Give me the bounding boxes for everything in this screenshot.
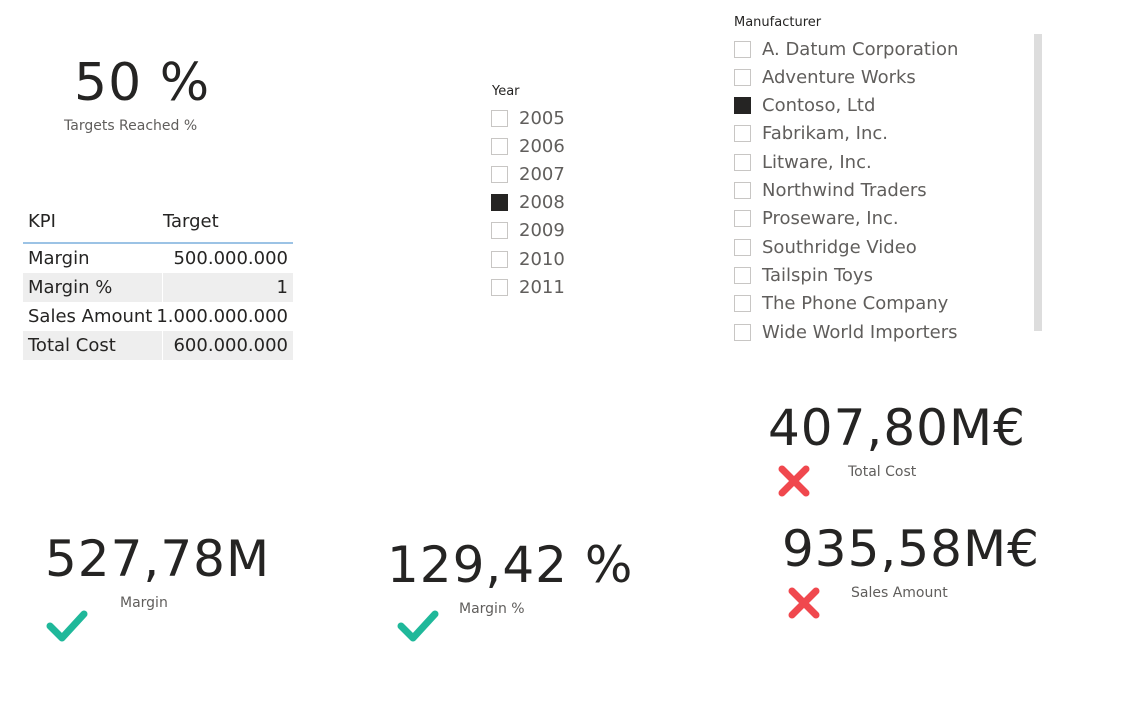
manufacturer-option[interactable]: A. Datum Corporation — [734, 37, 958, 61]
year-option[interactable]: 2011 — [491, 275, 565, 299]
manufacturer-slicer-title: Manufacturer — [734, 15, 822, 30]
checkbox[interactable] — [734, 153, 751, 171]
checkbox-checked[interactable] — [491, 194, 508, 212]
manufacturer-option[interactable]: Fabrikam, Inc. — [734, 122, 888, 146]
year-option-label: 2009 — [519, 220, 565, 242]
manufacturer-option-label: Fabrikam, Inc. — [762, 123, 889, 145]
manufacturer-option[interactable]: Southridge Video — [734, 235, 917, 259]
checkbox[interactable] — [491, 222, 508, 240]
checkbox[interactable] — [491, 165, 508, 183]
year-option-label: 2005 — [519, 107, 565, 129]
margin-label: Margin — [120, 595, 168, 611]
manufacturer-option-label: Tailspin Toys — [762, 264, 873, 286]
year-option-label: 2011 — [519, 276, 565, 298]
cross-icon — [788, 587, 820, 619]
target-cell: 1.000.000.000 — [156, 306, 288, 327]
checkbox[interactable] — [734, 238, 751, 256]
checkbox[interactable] — [491, 250, 508, 268]
checkbox[interactable] — [734, 266, 751, 284]
checkbox[interactable] — [734, 40, 751, 58]
year-option-label: 2006 — [519, 135, 565, 157]
manufacturer-option[interactable]: Proseware, Inc. — [734, 207, 899, 231]
checkbox[interactable] — [734, 182, 751, 199]
manufacturer-option[interactable]: Northwind Traders — [734, 179, 927, 203]
checkbox-checked[interactable] — [734, 97, 751, 115]
table-row: Sales Amount 1.000.000.000 — [23, 302, 293, 331]
cross-icon — [778, 465, 810, 497]
target-cell: 1 — [162, 273, 293, 302]
manufacturer-option-label: Adventure Works — [762, 66, 916, 88]
manufacturer-option[interactable]: Adventure Works — [734, 65, 916, 89]
manufacturer-option-label: A. Datum Corporation — [762, 38, 959, 60]
table-row: Margin % 1 — [23, 273, 293, 302]
margin-pct-value: 129,42 % — [387, 536, 634, 594]
target-cell: 600.000.000 — [162, 331, 293, 360]
kpi-cell: Total Cost — [28, 335, 116, 356]
manufacturer-option[interactable]: Contoso, Ltd — [734, 94, 875, 118]
targets-reached-value: 50 % — [74, 53, 211, 113]
year-option[interactable]: 2008 — [491, 191, 565, 215]
checkbox[interactable] — [491, 137, 508, 155]
checkbox[interactable] — [734, 295, 751, 313]
manufacturer-option-label: Litware, Inc. — [762, 151, 872, 173]
table-row: Margin 500.000.000 — [23, 244, 293, 273]
manufacturer-option-label: Southridge Video — [762, 236, 917, 258]
manufacturer-option-label: The Phone Company — [762, 293, 949, 315]
targets-reached-label: Targets Reached % — [64, 118, 198, 134]
checkbox[interactable] — [734, 68, 751, 86]
checkbox[interactable] — [491, 109, 508, 127]
manufacturer-scrollbar[interactable] — [1034, 34, 1042, 331]
manufacturer-option[interactable]: Litware, Inc. — [734, 150, 872, 174]
margin-pct-label: Margin % — [459, 601, 525, 617]
kpi-cell: Margin % — [28, 277, 113, 298]
year-option-label: 2008 — [519, 192, 565, 214]
kpi-table: KPI Target Margin 500.000.000 Margin % 1… — [23, 200, 293, 360]
manufacturer-option-label: Wide World Importers — [762, 321, 958, 343]
check-icon — [397, 610, 439, 642]
manufacturer-option[interactable]: Wide World Importers — [734, 320, 958, 344]
margin-value: 527,78M — [45, 530, 271, 588]
year-option[interactable]: 2010 — [491, 247, 565, 271]
manufacturer-option-label: Proseware, Inc. — [762, 208, 899, 230]
checkbox[interactable] — [734, 210, 751, 228]
kpi-column-header[interactable]: KPI — [28, 210, 56, 232]
manufacturer-option-label: Contoso, Ltd — [762, 95, 876, 117]
manufacturer-option-label: Northwind Traders — [762, 180, 927, 201]
checkbox[interactable] — [491, 278, 508, 296]
target-cell: 500.000.000 — [173, 248, 288, 269]
year-option[interactable]: 2009 — [491, 219, 565, 243]
manufacturer-option[interactable]: The Phone Company — [734, 292, 948, 316]
manufacturer-option[interactable]: Tailspin Toys — [734, 263, 873, 287]
target-column-header[interactable]: Target — [163, 210, 219, 232]
check-icon — [46, 610, 88, 642]
year-option-label: 2007 — [519, 163, 565, 185]
year-option-label: 2010 — [519, 248, 565, 270]
year-option[interactable]: 2006 — [491, 134, 565, 158]
sales-amount-value: 935,58M€ — [782, 520, 1040, 578]
kpi-table-header: KPI Target — [23, 200, 293, 244]
checkbox[interactable] — [734, 125, 751, 143]
checkbox[interactable] — [734, 323, 751, 341]
total-cost-label: Total Cost — [848, 464, 917, 480]
total-cost-value: 407,80M€ — [768, 399, 1026, 457]
table-row: Total Cost 600.000.000 — [23, 331, 293, 360]
year-option[interactable]: 2005 — [491, 106, 565, 130]
year-slicer-title: Year — [492, 84, 520, 99]
year-option[interactable]: 2007 — [491, 162, 565, 186]
kpi-cell: Margin — [28, 248, 90, 269]
kpi-cell: Sales Amount — [28, 306, 153, 327]
sales-amount-label: Sales Amount — [851, 585, 948, 601]
